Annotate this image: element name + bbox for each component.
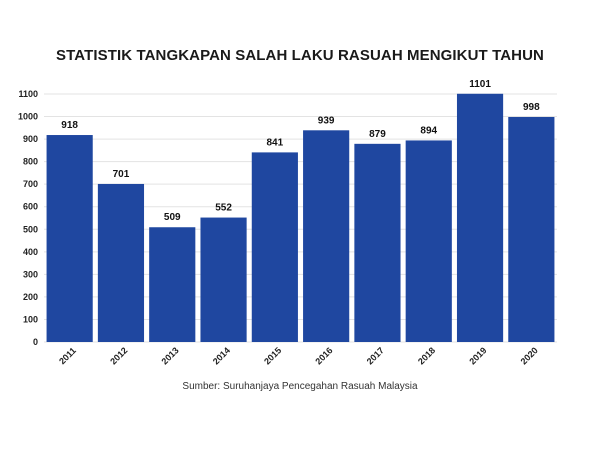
y-tick-label: 600	[23, 202, 38, 212]
bar-value-label: 701	[113, 169, 130, 180]
y-tick-label: 300	[23, 269, 38, 279]
bar	[303, 130, 350, 342]
x-tick-label: 2019	[467, 345, 488, 366]
x-tick-label: 2017	[365, 345, 386, 366]
x-axis: 2011 2012 2013 2014 2015 2016 2017 2018 2019 2020	[57, 345, 540, 366]
x-tick-label: 2011	[57, 345, 78, 366]
x-tick-label: 2016	[313, 345, 334, 366]
y-tick-label: 200	[23, 292, 38, 302]
bar-value-label: 841	[267, 137, 284, 148]
x-tick-label: 2013	[160, 345, 181, 366]
bar-value-label: 894	[420, 125, 437, 136]
data-labels: 918 701 509 552 841 939 879 894 1101 998	[61, 79, 540, 223]
y-tick-label: 400	[23, 247, 38, 257]
y-tick-label: 800	[23, 157, 38, 167]
bar-value-label: 879	[369, 129, 386, 140]
x-tick-label: 2015	[262, 345, 283, 366]
bar	[251, 152, 298, 342]
bar	[149, 227, 196, 342]
bar	[405, 140, 452, 342]
bar-value-label: 918	[61, 120, 78, 131]
y-axis: 0 100 200 300 400 500 600 700 800 900 1000 1100	[18, 89, 38, 347]
y-tick-label: 1100	[18, 89, 38, 99]
y-tick-label: 500	[23, 224, 38, 234]
x-tick-label: 2014	[211, 345, 232, 366]
chart-title: STATISTIK TANGKAPAN SALAH LAKU RASUAH ME…	[56, 47, 544, 64]
y-tick-label: 0	[33, 337, 38, 347]
bars	[46, 93, 555, 343]
bar	[508, 116, 555, 342]
source-note: Sumber: Suruhanjaya Pencegahan Rasuah Ma…	[182, 381, 418, 392]
x-tick-label: 2018	[416, 345, 437, 366]
bar	[200, 217, 247, 342]
bar-value-label: 1101	[469, 79, 491, 90]
y-tick-label: 100	[23, 314, 38, 324]
bar	[456, 93, 504, 343]
y-tick-label: 1000	[18, 112, 38, 122]
bar-value-label: 998	[523, 102, 540, 113]
bar	[354, 143, 401, 342]
bar	[46, 135, 93, 342]
bar-value-label: 939	[318, 115, 335, 126]
x-tick-label: 2012	[108, 345, 129, 366]
y-tick-label: 700	[23, 179, 38, 189]
bar	[97, 183, 145, 342]
bar-value-label: 552	[215, 203, 232, 214]
y-tick-label: 900	[23, 134, 38, 144]
x-tick-label: 2020	[519, 345, 540, 366]
bar-value-label: 509	[164, 212, 181, 223]
